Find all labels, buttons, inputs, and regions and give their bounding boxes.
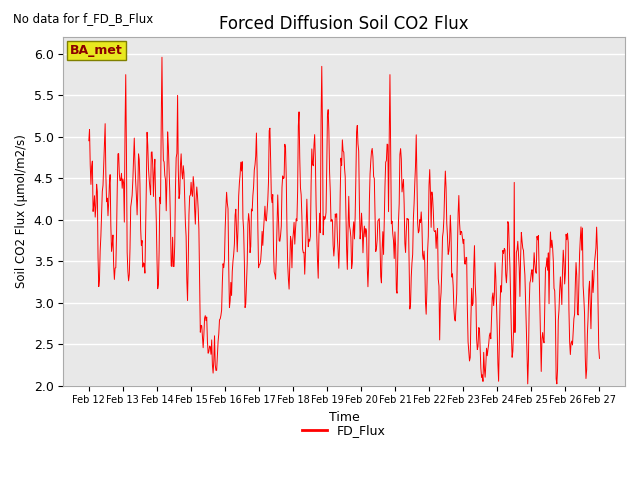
Legend: FD_Flux: FD_Flux xyxy=(297,419,391,442)
Text: BA_met: BA_met xyxy=(70,44,123,57)
Text: No data for f_FD_B_Flux: No data for f_FD_B_Flux xyxy=(13,12,153,25)
Title: Forced Diffusion Soil CO2 Flux: Forced Diffusion Soil CO2 Flux xyxy=(220,15,469,33)
X-axis label: Time: Time xyxy=(329,411,360,424)
Y-axis label: Soil CO2 Flux (μmol/m2/s): Soil CO2 Flux (μmol/m2/s) xyxy=(15,134,28,288)
